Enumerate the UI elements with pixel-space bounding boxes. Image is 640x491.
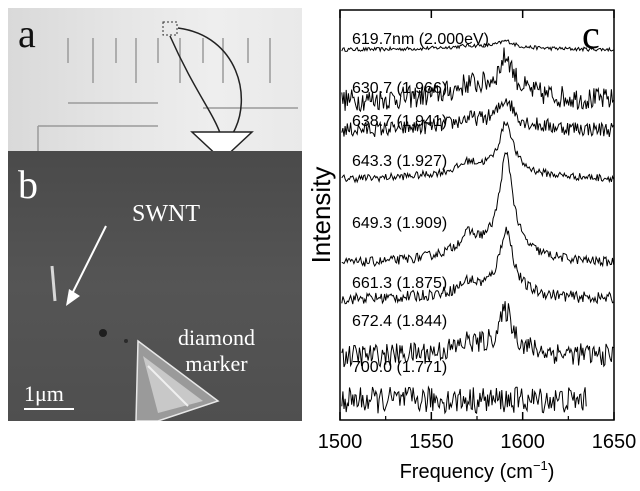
- spectrum-label-2: 630.7 (1.966): [352, 80, 447, 97]
- x-tick-label-1500: 1500: [318, 431, 363, 453]
- spectrum-label-5: 649.3 (1.909): [352, 215, 447, 232]
- panel-label-a: a: [18, 11, 36, 56]
- panel-label-b: b: [18, 162, 38, 207]
- nanotube-mark: [50, 265, 57, 302]
- scale-label: 1μm: [24, 381, 64, 406]
- diamond-marker-line2: marker: [185, 351, 248, 376]
- spectrum-label-8: 700.0 (1.771): [352, 359, 447, 376]
- sem-image-drawing: [24, 225, 220, 421]
- x-axis-label: Frequency (cm−1): [400, 458, 555, 483]
- spectrum-line-1: [341, 39, 614, 53]
- x-tick-label-1650: 1650: [592, 431, 637, 453]
- spectrum-label-1: 619.7nm (2.000eV): [352, 31, 489, 48]
- spectrum-line-4: [341, 121, 615, 184]
- optical-image-panel: a: [8, 8, 302, 151]
- spectrum-line-7: [341, 301, 614, 368]
- spectrum-label-7: 672.4 (1.844): [352, 313, 447, 330]
- zoom-region-box: [162, 21, 178, 36]
- x-tick-label-1600: 1600: [500, 431, 545, 453]
- swnt-label: SWNT: [132, 201, 200, 227]
- spectrum-label-4: 643.3 (1.927): [352, 153, 447, 170]
- diamond-marker-line1: diamond: [178, 325, 255, 350]
- y-axis-label: Intensity: [306, 167, 336, 264]
- x-tick-label-1550: 1550: [409, 431, 454, 453]
- diamond-marker-label: diamond marker: [178, 325, 255, 377]
- spectrum-line-3: [341, 98, 615, 137]
- optical-image-drawing: [37, 21, 298, 151]
- spectrum-line-2: [341, 47, 615, 113]
- zoom-arrow-icon: [190, 131, 254, 162]
- spectrum-line-8: [341, 385, 587, 415]
- spectrum-line-5: [341, 151, 615, 268]
- spectrum-line-6: [341, 226, 614, 305]
- panel-label-c: c: [582, 12, 600, 57]
- spectrum-label-3: 638.7 (1.941): [352, 113, 447, 130]
- spectrum-label-6: 661.3 (1.875): [352, 275, 447, 292]
- sem-image-panel: b SWNT diamond marker 1μm: [8, 151, 302, 421]
